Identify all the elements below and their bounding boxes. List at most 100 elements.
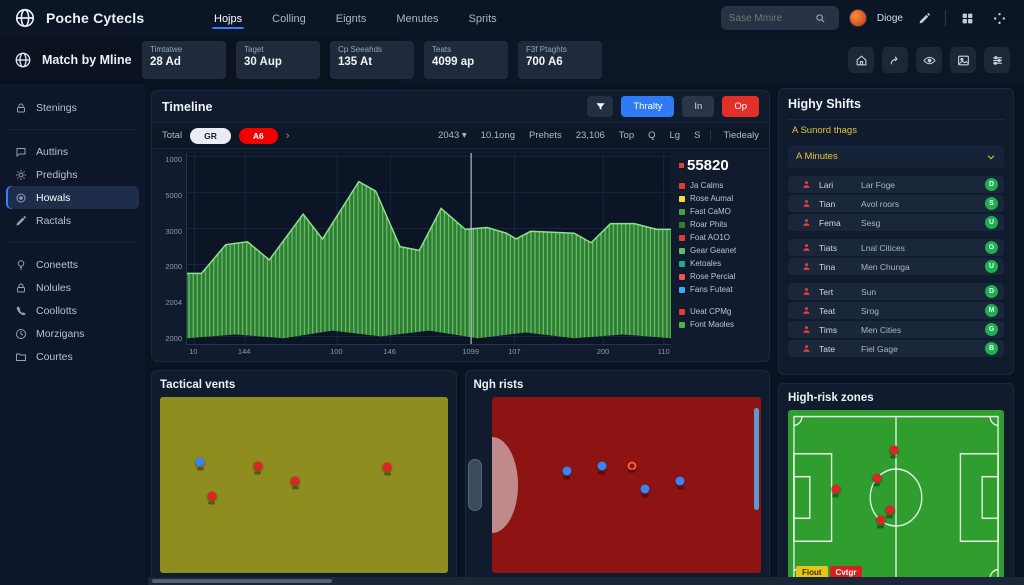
avatar[interactable] — [848, 9, 867, 27]
nav-item[interactable]: Hojps — [212, 3, 245, 33]
timeline-action-button[interactable]: In — [682, 96, 715, 117]
player-marker[interactable] — [382, 462, 392, 472]
player-marker[interactable] — [889, 445, 899, 455]
legend-item[interactable]: Gear Geanet — [679, 244, 761, 257]
legend-item[interactable]: Ueat CPMg — [679, 305, 761, 318]
sidebar-item[interactable]: Stenings — [6, 96, 139, 119]
brand[interactable]: Poche Cytecls — [14, 7, 194, 29]
shift-status-badge[interactable]: U — [985, 260, 998, 273]
sidebar-item[interactable]: Morzigans — [6, 322, 139, 345]
header-action-button[interactable] — [984, 47, 1010, 73]
shift-row[interactable]: Fema Sesg U — [788, 214, 1004, 231]
sidebar-item[interactable]: Auttins — [6, 140, 139, 163]
stat-card[interactable]: F3f Ptaghts 700 A6 — [518, 41, 602, 79]
zone-tag[interactable]: Cvtgr — [829, 566, 863, 579]
shift-row[interactable]: Tert Sun D — [788, 283, 1004, 300]
more-button[interactable] — [988, 7, 1010, 29]
shift-status-badge[interactable]: D — [985, 178, 998, 191]
toolbar-filter[interactable]: Prehets — [528, 130, 562, 141]
stat-card[interactable]: Teats 4099 ap — [424, 41, 508, 79]
shift-row[interactable]: Teat Srog M — [788, 302, 1004, 319]
scrollbar-thumb[interactable] — [152, 579, 332, 583]
legend-item[interactable]: Roar Phits — [679, 218, 761, 231]
series-pill[interactable]: GR — [190, 127, 231, 144]
toolbar-filter[interactable]: Top — [618, 130, 635, 141]
nav-item[interactable]: Colling — [272, 13, 306, 25]
expand-arrow[interactable]: › — [285, 129, 290, 142]
header-action-button[interactable] — [882, 47, 908, 73]
player-marker[interactable] — [207, 491, 217, 501]
shift-status-badge[interactable]: D — [985, 285, 998, 298]
toolbar-filter[interactable]: 23,106 — [575, 130, 605, 141]
legend-item[interactable]: Fast CaMO — [679, 205, 761, 218]
tactical-field[interactable] — [160, 397, 448, 573]
player-marker[interactable] — [675, 476, 685, 486]
player-marker[interactable] — [290, 476, 300, 486]
shift-status-badge[interactable]: G — [985, 323, 998, 336]
search-input[interactable] — [728, 12, 815, 24]
stat-card[interactable]: Taget 30 Aup — [236, 41, 320, 79]
sidebar-item[interactable]: Howals — [6, 186, 139, 209]
player-marker[interactable] — [872, 473, 882, 483]
sidebar-item[interactable]: Nolules — [6, 276, 139, 299]
player-marker[interactable] — [562, 466, 572, 476]
series-pill[interactable]: A6 — [238, 127, 278, 144]
player-marker[interactable] — [195, 457, 205, 467]
header-action-button[interactable] — [848, 47, 874, 73]
shift-row[interactable]: Tian Avol roors S — [788, 195, 1004, 212]
legend-item[interactable]: Ja Calms — [679, 179, 761, 192]
legend-item[interactable]: Rose Aumal — [679, 192, 761, 205]
filter-button[interactable] — [587, 96, 614, 117]
search-box[interactable] — [720, 6, 839, 30]
shift-status-badge[interactable]: G — [985, 241, 998, 254]
area-chart[interactable] — [186, 153, 671, 345]
sidebar-item[interactable]: Predighs — [6, 163, 139, 186]
toolbar-filter[interactable]: S — [694, 130, 701, 141]
horizontal-scrollbar[interactable] — [148, 577, 1024, 585]
drag-handle[interactable] — [467, 459, 482, 512]
sidebar-item[interactable]: Coollotts — [6, 299, 139, 322]
sidebar-item[interactable]: Coneetts — [6, 253, 139, 276]
legend-item[interactable]: Ketoales — [679, 257, 761, 270]
player-marker[interactable] — [885, 505, 895, 515]
shift-row[interactable]: Tiats Lnal Citices G — [788, 239, 1004, 256]
zone-tag[interactable]: Fiout — [796, 566, 828, 579]
legend-item[interactable]: Fans Futeat — [679, 283, 761, 296]
shift-status-badge[interactable]: S — [985, 197, 998, 210]
vertical-scrollbar[interactable] — [754, 407, 759, 510]
header-action-button[interactable] — [916, 47, 942, 73]
nav-item[interactable]: Eignts — [335, 13, 367, 25]
toolbar-filter[interactable]: Lg — [669, 130, 681, 141]
player-marker[interactable] — [876, 515, 886, 525]
sidebar-item[interactable]: Ractals — [6, 209, 139, 232]
sidebar-item[interactable]: Courtes — [6, 345, 139, 368]
shift-row[interactable]: Tina Men Chunga U — [788, 258, 1004, 275]
nav-item[interactable]: Menutes — [396, 13, 439, 25]
player-marker[interactable] — [597, 461, 607, 471]
toolbar-right-label[interactable]: Tiedealy — [710, 130, 759, 141]
apps-button[interactable] — [956, 7, 978, 29]
header-action-button[interactable] — [950, 47, 976, 73]
shift-status-badge[interactable]: B — [985, 342, 998, 355]
shifts-link[interactable]: A Sunord thags — [788, 119, 1004, 141]
shift-status-badge[interactable]: M — [985, 304, 998, 317]
toolbar-filter[interactable]: 2043 ▾ — [438, 130, 467, 141]
timeline-action-button[interactable]: Op — [722, 96, 759, 117]
player-marker[interactable] — [627, 461, 637, 471]
toolbar-filter[interactable]: Q — [648, 130, 656, 141]
player-marker[interactable] — [831, 484, 841, 494]
shifts-collapsible[interactable]: A Minutes — [788, 145, 1004, 168]
stat-card[interactable]: Cp Seeahds 135 At — [330, 41, 414, 79]
edit-button[interactable] — [913, 7, 935, 29]
player-marker[interactable] — [253, 461, 263, 471]
legend-item[interactable]: Rose Percial — [679, 270, 761, 283]
nav-item[interactable]: Sprits — [468, 13, 497, 25]
high-risk-pitch[interactable]: Fiout Cvtgr — [788, 410, 1004, 585]
stat-card[interactable]: Timtatwe 28 Ad — [142, 41, 226, 79]
legend-item[interactable]: Font Maoles — [679, 318, 761, 331]
player-marker[interactable] — [640, 484, 650, 494]
shift-row[interactable]: Lari Lar Foge D — [788, 176, 1004, 193]
shift-row[interactable]: Tate Fiel Gage B — [788, 340, 1004, 357]
legend-item[interactable]: Foat AO1O — [679, 231, 761, 244]
risk-field[interactable] — [491, 397, 761, 573]
